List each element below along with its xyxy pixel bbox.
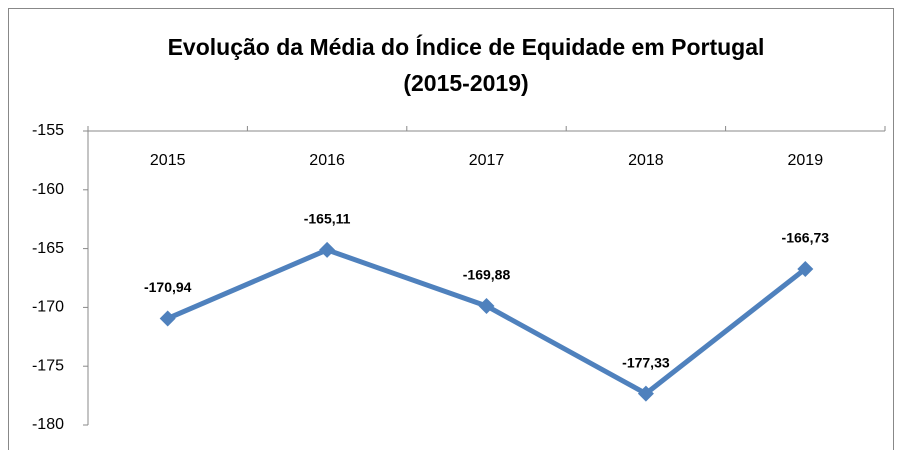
chart-title: (2015-2019) [403,70,528,96]
x-tick-label: 2019 [788,152,824,169]
data-label: -165,11 [304,211,351,227]
marker [159,310,176,327]
y-tick-label: -160 [32,181,64,198]
y-tick-label: -170 [32,299,64,316]
data-label: -170,94 [144,279,192,295]
x-tick-label: 2015 [150,152,186,169]
marker [478,297,495,314]
data-label: -177,33 [622,354,670,370]
chart-title: Evolução da Média do Índice de Equidade … [168,33,765,60]
x-tick-label: 2016 [309,152,345,169]
y-tick-label: -155 [32,122,64,139]
data-label: -166,73 [782,230,830,246]
x-tick-label: 2017 [469,152,505,169]
y-tick-label: -165 [32,240,64,257]
y-tick-label: -180 [32,416,64,433]
marker [797,260,814,277]
marker [637,385,654,402]
data-label: -169,88 [463,267,511,283]
y-tick-label: -175 [32,357,64,374]
x-tick-label: 2018 [628,152,664,169]
chart-frame [8,8,894,450]
marker [319,241,336,258]
